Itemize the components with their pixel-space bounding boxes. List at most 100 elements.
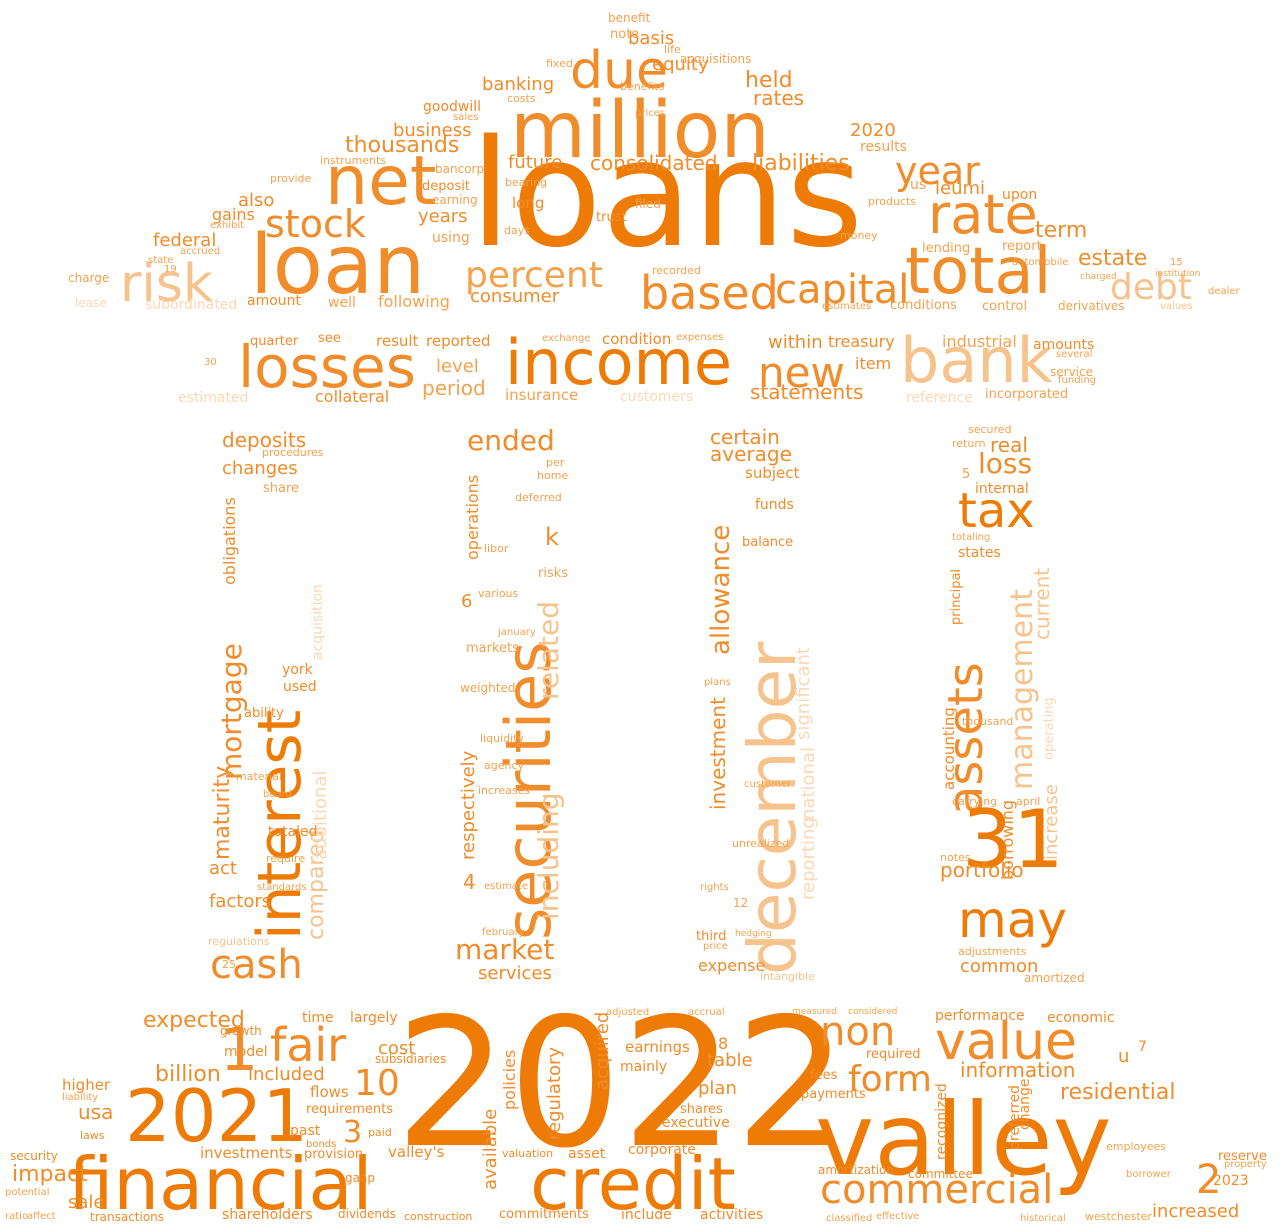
word: condition xyxy=(602,330,672,348)
word: recognized xyxy=(934,1083,950,1160)
word: using xyxy=(432,230,470,246)
word: agency xyxy=(484,759,525,772)
word: thousands xyxy=(345,133,460,158)
word: billion xyxy=(155,1062,221,1087)
word: borrower xyxy=(1126,1169,1171,1180)
word: principal xyxy=(949,568,964,625)
word: property xyxy=(1224,1159,1267,1170)
word: libor xyxy=(484,542,509,555)
word: non xyxy=(820,1009,896,1055)
word: 15 xyxy=(1170,257,1183,268)
word: return xyxy=(952,437,986,450)
word: average xyxy=(710,442,792,466)
word: economic xyxy=(1047,1010,1115,1026)
word: shareholders xyxy=(222,1207,313,1223)
word: fixed xyxy=(546,57,573,70)
word: deferred xyxy=(515,491,562,504)
word: incorporated xyxy=(985,387,1069,402)
word: requirements xyxy=(306,1102,393,1117)
word: past xyxy=(290,1123,321,1139)
word: require xyxy=(266,852,306,865)
word: time xyxy=(302,1010,334,1026)
word: years xyxy=(418,206,468,227)
word: third xyxy=(696,929,727,944)
word: 19 xyxy=(164,264,177,275)
word: historical xyxy=(1020,1213,1066,1224)
word: considered xyxy=(848,1007,898,1017)
word: amortized xyxy=(1024,971,1085,985)
word: secured xyxy=(968,423,1012,436)
word: security xyxy=(10,1149,58,1163)
word: held xyxy=(745,68,793,93)
word: exhibit xyxy=(210,220,245,231)
word: 2020 xyxy=(850,120,896,141)
word: valuation xyxy=(502,1147,554,1160)
word: states xyxy=(958,545,1001,561)
word: several xyxy=(1056,349,1093,360)
word: term xyxy=(1035,218,1088,243)
word: percent xyxy=(465,255,603,296)
word: quarter xyxy=(250,334,299,349)
word: bonds xyxy=(306,1139,337,1150)
word: act xyxy=(209,858,237,879)
word: filed xyxy=(635,197,661,211)
word: weighted xyxy=(460,681,516,695)
word: earning xyxy=(432,193,478,207)
word: notes xyxy=(940,851,971,864)
word: hedging xyxy=(735,929,772,939)
word: charged xyxy=(1080,272,1117,282)
word: u xyxy=(1118,1046,1130,1067)
word: residential xyxy=(1060,1080,1176,1105)
word: board xyxy=(263,789,292,800)
word: benefits xyxy=(620,80,665,93)
word: activities xyxy=(700,1207,764,1223)
word: estimated xyxy=(178,390,249,406)
word: financial xyxy=(68,1142,373,1226)
word: affect xyxy=(27,1211,56,1222)
word: due xyxy=(570,41,668,101)
word: 1 xyxy=(220,1015,259,1085)
word: customers xyxy=(620,389,694,405)
word: classified xyxy=(826,1213,873,1224)
word: charge xyxy=(68,271,110,285)
word: products xyxy=(868,195,917,208)
word: expenses xyxy=(676,332,724,343)
word: level xyxy=(436,356,479,377)
word: 7 xyxy=(1138,1039,1147,1055)
word: various xyxy=(478,587,519,600)
word: table xyxy=(707,1050,753,1071)
word: consumer xyxy=(470,286,560,307)
word: procedures xyxy=(262,446,324,459)
word: industrial xyxy=(942,332,1017,351)
word: 2021 xyxy=(125,1074,309,1158)
word: customer xyxy=(744,779,792,790)
word: loans xyxy=(470,108,864,280)
word: may xyxy=(958,891,1067,949)
word: ability xyxy=(244,706,284,721)
word: price xyxy=(703,941,728,952)
word: funds xyxy=(755,497,794,513)
word: rates xyxy=(753,86,805,110)
word: accrual xyxy=(688,1007,725,1018)
word: tax xyxy=(958,483,1035,539)
word: westchester xyxy=(1085,1210,1152,1223)
word: amount xyxy=(247,293,302,309)
word: adjustments xyxy=(958,945,1027,958)
word: deposit xyxy=(422,179,470,194)
word: following xyxy=(378,292,450,311)
word: rate xyxy=(928,183,1038,246)
word: costs xyxy=(507,92,536,105)
word: related xyxy=(532,600,565,700)
word: banking xyxy=(482,74,555,95)
word: deposits xyxy=(222,428,307,452)
word: plan xyxy=(698,1078,737,1099)
word: unrealized xyxy=(732,837,790,850)
word: losses xyxy=(238,333,416,401)
word: estimates xyxy=(822,301,872,312)
word: institution xyxy=(1155,269,1201,279)
word: leumi xyxy=(935,178,986,199)
word: shares xyxy=(680,1102,723,1117)
word: factors xyxy=(209,891,272,912)
word: well xyxy=(328,295,356,311)
word: us xyxy=(910,177,927,193)
